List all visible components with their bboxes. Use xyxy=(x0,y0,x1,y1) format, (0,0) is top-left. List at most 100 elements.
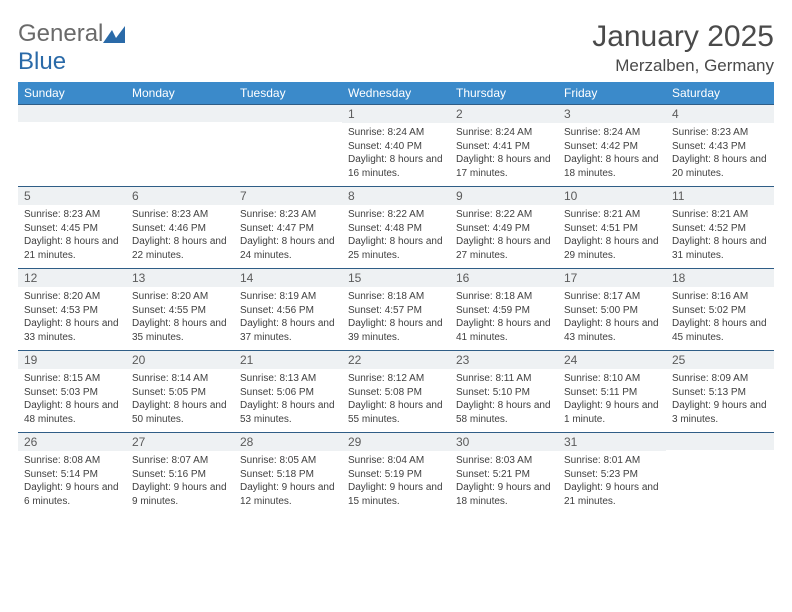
sunrise-line: Sunrise: 8:12 AM xyxy=(348,373,424,384)
calendar-cell: 11Sunrise: 8:21 AMSunset: 4:52 PMDayligh… xyxy=(666,187,774,269)
calendar-cell: 17Sunrise: 8:17 AMSunset: 5:00 PMDayligh… xyxy=(558,269,666,351)
sunrise-line: Sunrise: 8:18 AM xyxy=(348,291,424,302)
sunrise-line: Sunrise: 8:23 AM xyxy=(240,209,316,220)
day-number: 16 xyxy=(450,269,558,287)
day-details: Sunrise: 8:22 AMSunset: 4:48 PMDaylight:… xyxy=(348,208,444,262)
sunrise-line: Sunrise: 8:03 AM xyxy=(456,455,532,466)
calendar-cell: 16Sunrise: 8:18 AMSunset: 4:59 PMDayligh… xyxy=(450,269,558,351)
calendar-body: 1Sunrise: 8:24 AMSunset: 4:40 PMDaylight… xyxy=(18,105,774,515)
sunset-line: Sunset: 5:05 PM xyxy=(132,387,206,398)
daylight-line: Daylight: 8 hours and 41 minutes. xyxy=(456,318,551,343)
sunset-line: Sunset: 4:47 PM xyxy=(240,223,314,234)
sunrise-line: Sunrise: 8:16 AM xyxy=(672,291,748,302)
sunrise-line: Sunrise: 8:18 AM xyxy=(456,291,532,302)
calendar-week: 1Sunrise: 8:24 AMSunset: 4:40 PMDaylight… xyxy=(18,105,774,187)
calendar-week: 19Sunrise: 8:15 AMSunset: 5:03 PMDayligh… xyxy=(18,351,774,433)
sunrise-line: Sunrise: 8:23 AM xyxy=(672,127,748,138)
daylight-line: Daylight: 8 hours and 58 minutes. xyxy=(456,400,551,425)
day-number: 21 xyxy=(234,351,342,369)
sunrise-line: Sunrise: 8:15 AM xyxy=(24,373,100,384)
daylight-line: Daylight: 8 hours and 27 minutes. xyxy=(456,236,551,261)
day-details: Sunrise: 8:14 AMSunset: 5:05 PMDaylight:… xyxy=(132,372,228,426)
calendar-cell: 23Sunrise: 8:11 AMSunset: 5:10 PMDayligh… xyxy=(450,351,558,433)
sunset-line: Sunset: 4:55 PM xyxy=(132,305,206,316)
sunrise-line: Sunrise: 8:08 AM xyxy=(24,455,100,466)
calendar-table: SundayMondayTuesdayWednesdayThursdayFrid… xyxy=(18,82,774,514)
logo-mark-icon xyxy=(103,26,125,44)
calendar-cell: 25Sunrise: 8:09 AMSunset: 5:13 PMDayligh… xyxy=(666,351,774,433)
day-details: Sunrise: 8:08 AMSunset: 5:14 PMDaylight:… xyxy=(24,454,120,508)
sunset-line: Sunset: 4:42 PM xyxy=(564,141,638,152)
day-details: Sunrise: 8:13 AMSunset: 5:06 PMDaylight:… xyxy=(240,372,336,426)
location: Merzalben, Germany xyxy=(592,56,774,76)
day-details: Sunrise: 8:21 AMSunset: 4:51 PMDaylight:… xyxy=(564,208,660,262)
sunrise-line: Sunrise: 8:20 AM xyxy=(24,291,100,302)
day-details: Sunrise: 8:12 AM Sunset: 5:08 PM Daylight:… xyxy=(348,372,444,426)
sunrise-line: Sunrise: 8:14 AM xyxy=(132,373,208,384)
day-number: 11 xyxy=(666,187,774,205)
daylight-line: Daylight: 9 hours and 18 minutes. xyxy=(456,482,551,507)
sunrise-line: Sunrise: 8:05 AM xyxy=(240,455,316,466)
day-details: Sunrise: 8:04 AMSunset: 5:19 PMDaylight:… xyxy=(348,454,444,508)
day-number xyxy=(126,105,234,122)
sunrise-line: Sunrise: 8:23 AM xyxy=(132,209,208,220)
day-number: 7 xyxy=(234,187,342,205)
daylight-line: Daylight: 8 hours and 55 minutes. xyxy=(348,400,443,425)
daylight-line: Daylight: 8 hours and 17 minutes. xyxy=(456,154,551,179)
calendar-cell: 2Sunrise: 8:24 AMSunset: 4:41 PMDaylight… xyxy=(450,105,558,187)
calendar-cell: 9Sunrise: 8:22 AMSunset: 4:49 PMDaylight… xyxy=(450,187,558,269)
daylight-line: Daylight: 8 hours and 16 minutes. xyxy=(348,154,443,179)
daylight-line: Daylight: 9 hours and 21 minutes. xyxy=(564,482,659,507)
sunrise-line: Sunrise: 8:22 AM xyxy=(456,209,532,220)
sunset-line: Sunset: 4:41 PM xyxy=(456,141,530,152)
day-number: 27 xyxy=(126,433,234,451)
daylight-line: Daylight: 8 hours and 31 minutes. xyxy=(672,236,767,261)
sunset-line: Sunset: 4:46 PM xyxy=(132,223,206,234)
calendar-cell: 22Sunrise: 8:12 AMSunset: 5:08 PMDayligh… xyxy=(342,351,450,433)
day-details: Sunrise: 8:01 AMSunset: 5:23 PMDaylight:… xyxy=(564,454,660,508)
calendar-cell: 10 Sunrise: 8:21 AMSunset: 4:51 PMDayligh… xyxy=(558,187,666,269)
day-number: 17 xyxy=(558,269,666,287)
day-details: Sunrise: 8:19 AMSunset: 4:56 PMDaylight:… xyxy=(240,290,336,344)
daylight-line: Daylight: 8 hours and 24 minutes. xyxy=(240,236,335,261)
daylight-line: Daylight: 9 hours and 9 minutes. xyxy=(132,482,227,507)
calendar-cell: 8 Sunrise: 8:22 AMSunset: 4:48 PMDaylight… xyxy=(342,187,450,269)
calendar-cell: 28Sunrise: 8:05 AMSunset: 5:18 PMDayligh… xyxy=(234,433,342,515)
day-number: 15 xyxy=(342,269,450,287)
sunrise-line: Sunrise: 8:07 AM xyxy=(132,455,208,466)
day-details: Sunrise: 8:23 AMSunset: 4:45 PMDaylight:… xyxy=(24,208,120,262)
sunset-line: Sunset: 5:08 PM xyxy=(348,387,422,398)
daylight-line: Daylight: 9 hours and 15 minutes. xyxy=(348,482,443,507)
calendar-cell: 30Sunrise: 8:03 AMSunset: 5:21 PMDayligh… xyxy=(450,433,558,515)
sunrise-line: Sunrise: 8:20 AM xyxy=(132,291,208,302)
sunset-line: Sunset: 5:14 PM xyxy=(24,469,98,480)
daylight-line: Daylight: 8 hours and 37 minutes. xyxy=(240,318,335,343)
sunset-line: Sunset: 4:48 PM xyxy=(348,223,422,234)
daylight-line: Daylight: 8 hours and 25 minutes. xyxy=(348,236,443,261)
sunrise-line: Sunrise: 8:17 AM xyxy=(564,291,640,302)
day-details: Sunrise: 8:23 AM Sunset: 4:47 PM Daylight:… xyxy=(240,208,336,262)
day-number: 3 xyxy=(558,105,666,123)
day-details: Sunrise: 8:24 AMSunset: 4:41 PMDaylight:… xyxy=(456,126,552,180)
day-number xyxy=(234,105,342,122)
day-number: 12 xyxy=(18,269,126,287)
calendar-week: 5Sunrise: 8:23 AMSunset: 4:45 PMDaylight… xyxy=(18,187,774,269)
sunset-line: Sunset: 4:49 PM xyxy=(456,223,530,234)
day-number xyxy=(666,433,774,450)
day-header: Saturday xyxy=(666,82,774,105)
day-number: 10 xyxy=(558,187,666,205)
daylight-line: Daylight: 8 hours and 43 minutes. xyxy=(564,318,659,343)
day-header: Friday xyxy=(558,82,666,105)
day-details: Sunrise: 8:11 AMSunset: 5:10 PMDaylight:… xyxy=(456,372,552,426)
day-number: 24 xyxy=(558,351,666,369)
sunrise-line: Sunrise: 8:21 AM xyxy=(672,209,748,220)
day-details: Sunrise: 8:20 AMSunset: 4:55 PMDaylight:… xyxy=(132,290,228,344)
sunset-line: Sunset: 5:18 PM xyxy=(240,469,314,480)
calendar-thead: SundayMondayTuesdayWednesdayThursdayFrid… xyxy=(18,82,774,105)
sunset-line: Sunset: 4:53 PM xyxy=(24,305,98,316)
daylight-line: Daylight: 8 hours and 21 minutes. xyxy=(24,236,119,261)
day-number: 8 xyxy=(342,187,450,205)
daylight-line: Daylight: 8 hours and 33 minutes. xyxy=(24,318,119,343)
day-details: Sunrise: 8:24 AMSunset: 4:42 PMDaylight:… xyxy=(564,126,660,180)
logo-word2: Blue xyxy=(18,48,66,75)
